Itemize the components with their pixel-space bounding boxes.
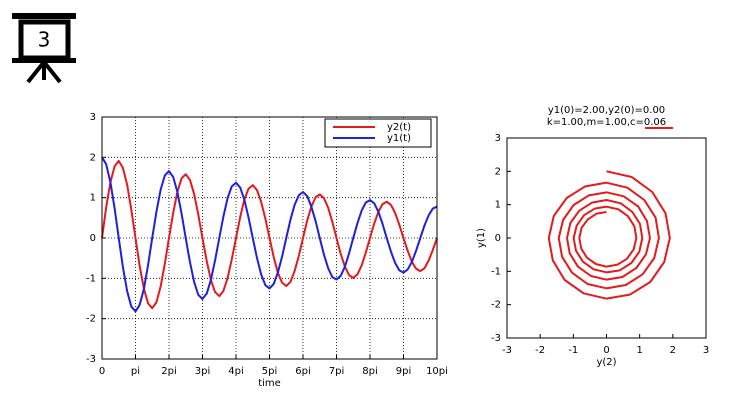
x-axis-label: time <box>258 378 281 389</box>
x-tick-label: 5pi <box>262 366 278 377</box>
y-tick-label: -1 <box>86 273 96 284</box>
x-tick-label: 0 <box>603 345 609 356</box>
x-tick-label: 3pi <box>195 366 211 377</box>
x-tick-label: 6pi <box>295 366 311 377</box>
x-tick-label: -2 <box>535 345 545 356</box>
y-tick-label: -1 <box>491 266 501 277</box>
x-tick-label: 4pi <box>228 366 244 377</box>
chart-title: k=1.00,m=1.00,c=0.06 <box>547 117 666 128</box>
x-tick-label: 2 <box>670 345 676 356</box>
y-tick-label: 2 <box>90 152 96 163</box>
easel-bar <box>12 13 76 19</box>
chart-title: y1(0)=2.00,y2(0)=0.00 <box>548 105 665 116</box>
x-tick-label: -3 <box>502 345 512 356</box>
x-tick-label: 9pi <box>396 366 412 377</box>
plot-frame <box>101 116 438 360</box>
y-tick-label: 2 <box>495 166 501 177</box>
x-tick-label: 1 <box>636 345 642 356</box>
legend-label: y2(t) <box>387 122 411 133</box>
series-line <box>101 159 438 310</box>
legend-box <box>324 118 432 148</box>
plot-frame <box>506 137 707 339</box>
easel-base <box>12 58 76 63</box>
slide-number-icon: 3 <box>12 13 76 84</box>
y-tick-label: 1 <box>90 193 96 204</box>
y-tick-label: 0 <box>90 233 96 244</box>
y-axis-label: y(1) <box>476 228 487 248</box>
x-tick-label: 2pi <box>161 366 177 377</box>
y-tick-label: -3 <box>491 333 501 344</box>
x-axis-label: y(2) <box>596 357 616 368</box>
series-line <box>547 170 671 300</box>
series-line <box>101 156 438 313</box>
x-tick-label: 0 <box>99 366 105 377</box>
x-tick-label: pi <box>131 366 140 377</box>
y-tick-label: -2 <box>491 300 501 311</box>
y-tick-label: 3 <box>90 112 96 123</box>
x-tick-label: -1 <box>568 345 578 356</box>
y-tick-label: -3 <box>86 354 96 365</box>
y-tick-label: 3 <box>495 133 501 144</box>
slide-number: 3 <box>38 28 51 52</box>
y-tick-label: 1 <box>495 200 501 211</box>
y-tick-label: -2 <box>86 314 96 325</box>
x-tick-label: 7pi <box>329 366 345 377</box>
y-tick-label: 0 <box>495 233 501 244</box>
x-tick-label: 10pi <box>426 366 448 377</box>
x-tick-label: 3 <box>703 345 709 356</box>
legend-label: y1(t) <box>387 133 411 144</box>
easel-leg <box>26 60 46 84</box>
x-tick-label: 8pi <box>362 366 378 377</box>
underline <box>645 127 673 129</box>
easel-leg <box>42 60 62 84</box>
